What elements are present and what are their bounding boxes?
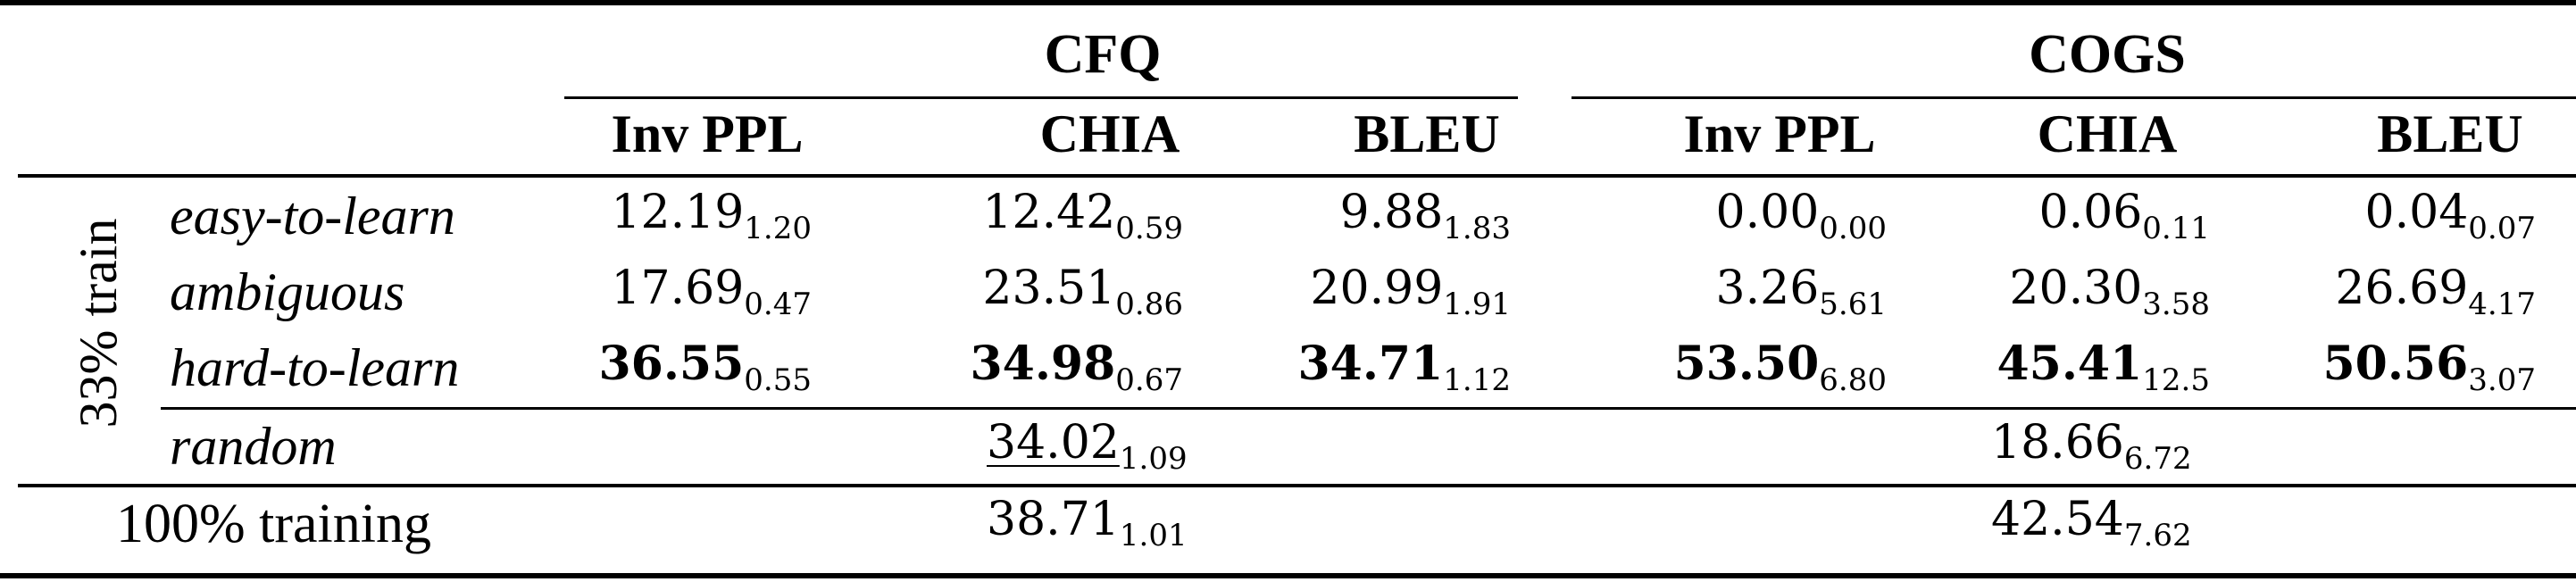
- cell-hard-cfq-chia: 34.980.67: [970, 337, 1183, 398]
- cell-ambiguous-cfq-invppl: 17.690.47: [611, 262, 812, 322]
- cell-easy-cogs-bleu: 0.040.07: [2364, 186, 2536, 246]
- cell-hard-cfq-invppl: 36.550.55: [598, 337, 812, 398]
- cell-easy-cfq-chia: 12.420.59: [982, 186, 1183, 246]
- col-header-cfq-bleu: BLEU: [1354, 104, 1500, 163]
- cell-easy-cfq-invppl: 12.191.20: [611, 186, 812, 246]
- cell-easy-cogs-invppl: 0.000.00: [1715, 186, 1887, 246]
- row-label-hard: hard-to-learn: [170, 338, 460, 397]
- cell-hard-cogs-chia: 45.4112.5: [1997, 337, 2210, 398]
- row-label-full-training: 100% training: [116, 494, 431, 554]
- random-rule: [161, 407, 2576, 410]
- col-header-cogs-bleu: BLEU: [2377, 104, 2523, 163]
- cell-ambiguous-cogs-bleu: 26.694.17: [2335, 262, 2536, 322]
- cell-easy-cogs-chia: 0.060.11: [2038, 186, 2210, 246]
- cogs-group-rule: [1571, 96, 2576, 99]
- group-header-cogs: COGS: [2029, 24, 2186, 85]
- cell-random-cfq: 34.021.09: [987, 416, 1188, 477]
- header-rule: [18, 174, 2576, 178]
- row-group-label: 33% train: [69, 218, 128, 428]
- col-header-cogs-chia: CHIA: [2037, 104, 2178, 163]
- cell-easy-cfq-bleu: 9.881.83: [1339, 186, 1511, 246]
- top-rule: [0, 0, 2576, 5]
- group-header-cfq: CFQ: [1044, 24, 1162, 85]
- cell-ambiguous-cfq-bleu: 20.991.91: [1310, 262, 1511, 322]
- cell-ambiguous-cogs-chia: 20.303.58: [2009, 262, 2210, 322]
- col-header-cfq-invppl: Inv PPL: [611, 104, 804, 163]
- row-label-ambiguous: ambiguous: [170, 262, 405, 321]
- full-rule: [18, 484, 2576, 487]
- row-label-random: random: [170, 417, 337, 476]
- col-header-cfq-chia: CHIA: [1039, 104, 1180, 163]
- cfq-group-rule: [564, 96, 1518, 99]
- cell-hard-cogs-bleu: 50.563.07: [2322, 337, 2536, 398]
- cell-hard-cogs-invppl: 53.506.80: [1673, 337, 1887, 398]
- cell-random-cogs: 18.666.72: [1991, 416, 2192, 477]
- cell-ambiguous-cogs-invppl: 3.265.61: [1715, 262, 1887, 322]
- row-label-easy: easy-to-learn: [170, 187, 455, 245]
- cell-full-cogs: 42.547.62: [1991, 493, 2192, 553]
- cell-full-cfq: 38.711.01: [987, 493, 1188, 553]
- cell-ambiguous-cfq-chia: 23.510.86: [982, 262, 1183, 322]
- bottom-rule: [0, 573, 2576, 578]
- col-header-cogs-invppl: Inv PPL: [1683, 104, 1876, 163]
- cell-hard-cfq-bleu: 34.711.12: [1297, 337, 1511, 398]
